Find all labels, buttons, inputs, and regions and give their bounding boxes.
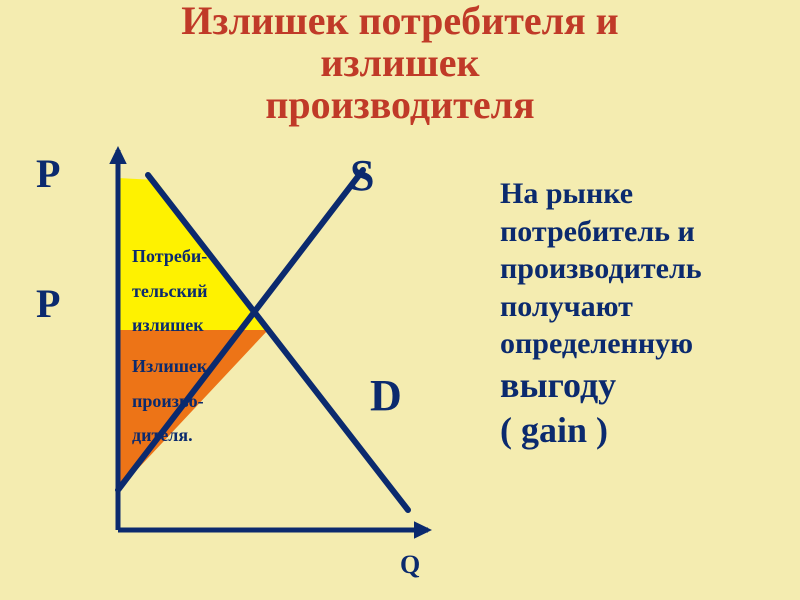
slide: Излишек потребителя и излишек производит… — [0, 0, 800, 600]
title-line-2: излишек — [320, 40, 479, 85]
producer-surplus-label: Излишекпроизво-дителя. — [132, 349, 207, 452]
curve-label-s: S — [350, 150, 374, 201]
side-text: На рынкепотребитель ипроизводительполуча… — [500, 175, 790, 453]
axis-label-p-eq: P — [36, 280, 60, 327]
chart-area: P P Q S D Потреби-тельскийизлишек Излише… — [28, 140, 458, 560]
curve-label-d: D — [370, 370, 402, 421]
axis-label-q: Q — [400, 550, 420, 580]
title-line-1: Излишек потребителя и — [181, 0, 618, 43]
axis-label-p-top: P — [36, 150, 60, 197]
supply-demand-chart — [28, 140, 458, 560]
title-line-3: производителя — [265, 82, 534, 127]
consumer-surplus-label: Потреби-тельскийизлишек — [132, 239, 208, 342]
slide-title: Излишек потребителя и излишек производит… — [0, 0, 800, 126]
